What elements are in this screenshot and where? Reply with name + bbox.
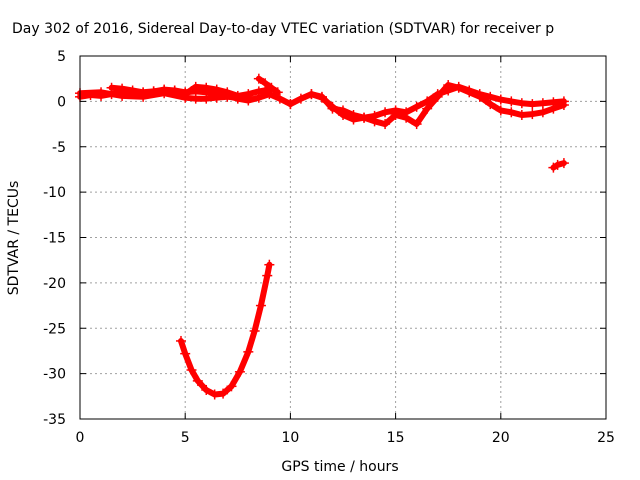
data-point xyxy=(506,107,517,118)
data-point xyxy=(201,384,212,395)
x-tick-label: 25 xyxy=(597,430,615,446)
data-point xyxy=(422,103,433,114)
data-point xyxy=(295,93,306,104)
data-point xyxy=(495,105,506,116)
data-point xyxy=(243,91,254,102)
data-point xyxy=(495,94,506,105)
data-point xyxy=(190,81,201,92)
axis-ticks: 0 5 10 15 20 25 5 0 -5 -10 -15 -20 -25 -30 -35 xyxy=(43,49,615,446)
data-point xyxy=(234,366,245,377)
data-point xyxy=(274,93,285,104)
data-point xyxy=(552,159,563,170)
data-point xyxy=(255,300,266,311)
data-point xyxy=(306,89,317,100)
data-point xyxy=(272,87,283,98)
data-point xyxy=(443,80,454,91)
y-tick-label: -15 xyxy=(43,231,66,247)
y-tick-label: -20 xyxy=(43,276,66,292)
y-tick-label: -5 xyxy=(52,140,66,156)
data-point xyxy=(380,119,391,130)
data-point xyxy=(226,381,237,392)
data-point xyxy=(548,103,559,114)
y-tick-label: -10 xyxy=(43,185,66,201)
data-point xyxy=(249,325,260,336)
data-point xyxy=(516,98,527,109)
data-point xyxy=(253,86,264,97)
data-point xyxy=(243,346,254,357)
data-point xyxy=(192,375,203,386)
data-point xyxy=(537,107,548,118)
data-point xyxy=(209,389,220,400)
data-point xyxy=(411,119,422,130)
data-point xyxy=(222,91,233,102)
data-point xyxy=(338,109,348,120)
data-point xyxy=(201,93,212,104)
data-point xyxy=(390,109,401,120)
data-point xyxy=(201,82,212,93)
data-point xyxy=(453,82,464,93)
data-point xyxy=(218,388,229,399)
data-point xyxy=(138,91,149,102)
y-tick-label: -35 xyxy=(43,412,66,428)
y-tick-label: -25 xyxy=(43,321,66,337)
chart-title: Day 302 of 2016, Sidereal Day-to-day VTE… xyxy=(12,21,554,37)
data-point xyxy=(186,364,197,375)
data-point xyxy=(211,92,222,103)
data-point xyxy=(180,92,191,103)
data-point xyxy=(266,82,277,93)
data-point xyxy=(262,270,273,281)
y-tick-label: -30 xyxy=(43,367,66,383)
x-tick-label: 5 xyxy=(181,430,190,446)
data-point xyxy=(190,93,201,104)
data-point xyxy=(180,348,191,359)
data-point xyxy=(159,88,170,99)
data-point xyxy=(117,90,128,101)
data-point xyxy=(527,109,538,120)
data-point xyxy=(558,100,569,111)
data-point xyxy=(96,87,107,98)
data-point xyxy=(474,91,485,102)
data-point xyxy=(432,91,443,102)
data-point xyxy=(260,78,271,89)
x-tick-label: 10 xyxy=(281,430,299,446)
y-tick-label: 5 xyxy=(57,49,66,65)
y-tick-label: 0 xyxy=(57,94,66,110)
x-tick-label: 0 xyxy=(76,430,85,446)
data-point xyxy=(516,109,527,120)
data-point xyxy=(558,158,569,169)
x-axis-label: GPS time / hours xyxy=(281,459,398,475)
series-trace xyxy=(178,261,273,398)
data-point xyxy=(285,99,296,110)
data-points xyxy=(75,73,569,400)
data-point xyxy=(264,259,275,270)
data-point xyxy=(485,99,496,110)
series-trace xyxy=(255,75,281,96)
data-point xyxy=(380,107,391,118)
x-tick-label: 20 xyxy=(492,430,510,446)
data-point xyxy=(411,101,422,112)
data-point xyxy=(537,98,548,109)
y-axis-label: SDTVAR / TECUs xyxy=(6,181,22,296)
data-point xyxy=(401,112,412,123)
x-tick-label: 15 xyxy=(387,430,405,446)
data-point xyxy=(175,335,186,346)
data-point xyxy=(316,92,327,103)
data-point xyxy=(327,101,338,112)
data-point xyxy=(369,116,380,127)
data-point xyxy=(348,114,359,125)
data-point xyxy=(232,92,243,103)
data-point xyxy=(527,99,538,110)
data-point xyxy=(253,73,264,84)
data-point xyxy=(464,87,475,98)
data-point xyxy=(359,112,370,123)
data-point xyxy=(506,96,517,107)
